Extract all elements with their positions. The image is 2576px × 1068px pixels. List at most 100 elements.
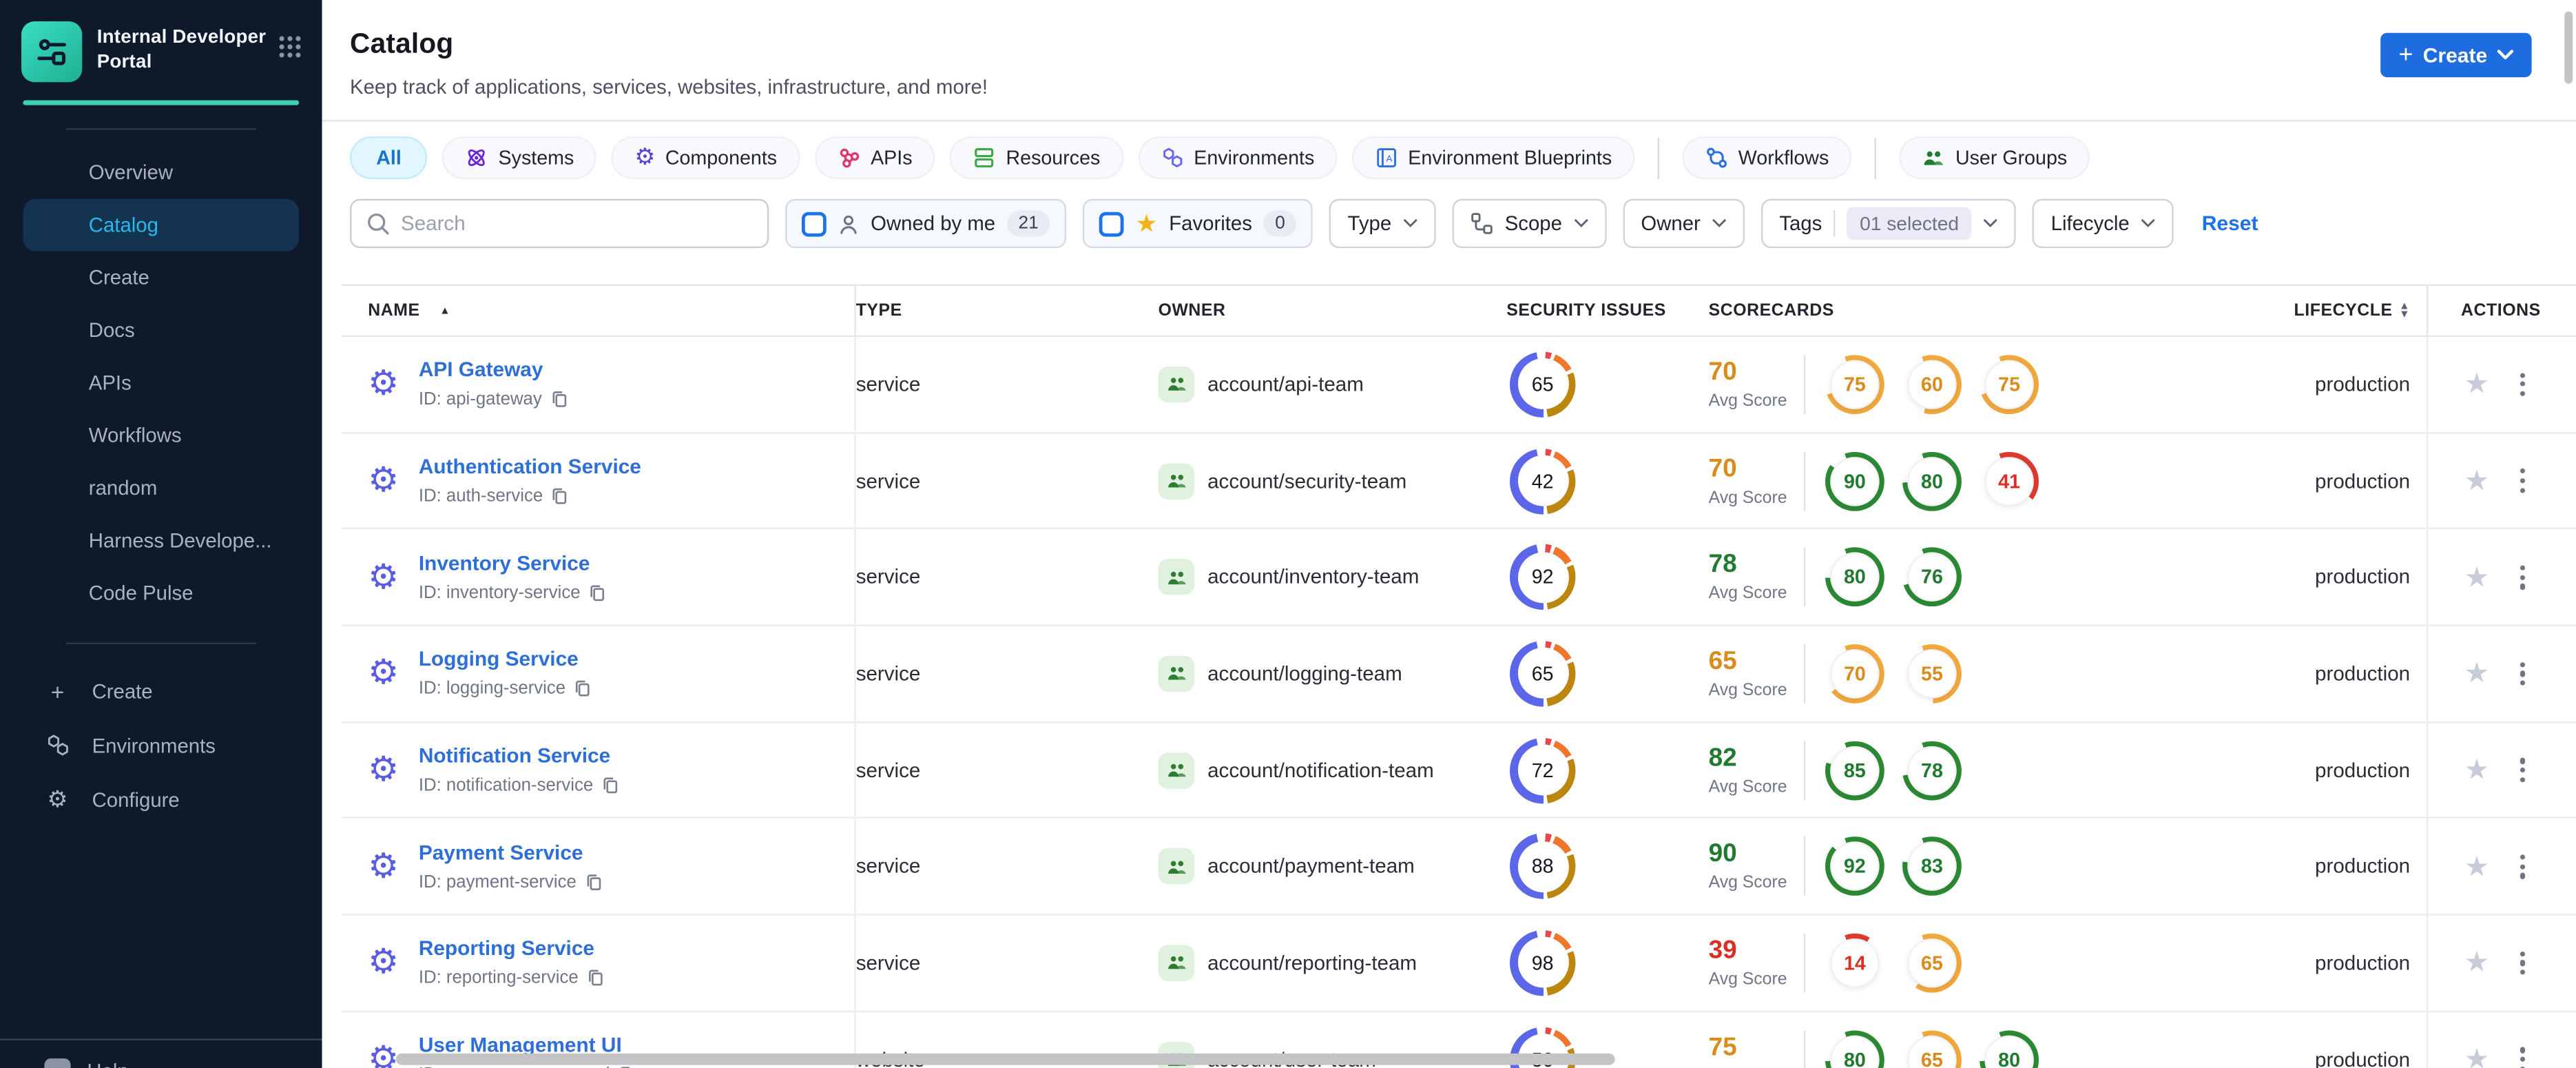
entity-name-link[interactable]: Inventory Service [418,551,590,575]
app-switcher-grid-icon[interactable] [278,34,302,68]
divider [1657,137,1660,178]
horizontal-scrollbar[interactable] [395,1053,1615,1065]
row-menu-icon[interactable] [2515,560,2531,594]
tab-apis[interactable]: APIs [814,136,935,179]
favorite-star-icon[interactable]: ★ [2464,947,2490,979]
scope-dropdown[interactable]: Scope [1452,198,1607,249]
scorecard-ring[interactable]: 80 [1980,1029,2039,1068]
copy-icon[interactable] [585,872,603,892]
owner-name[interactable]: account/security-team [1207,469,1407,493]
tags-dropdown[interactable]: Tags 01 selected [1761,198,2017,249]
copy-icon[interactable] [618,1065,636,1068]
owner-name[interactable]: account/notification-team [1207,758,1434,782]
app-logo-icon[interactable] [21,21,83,83]
scorecard-ring[interactable]: 76 [1902,547,1962,607]
sidebar-item-create[interactable]: + Create [23,664,299,719]
entity-name-link[interactable]: Authentication Service [418,455,641,479]
row-menu-icon[interactable] [2515,946,2531,980]
scorecard-ring[interactable]: 90 [1825,451,1884,511]
scorecard-ring[interactable]: 70 [1825,644,1884,704]
scorecard-ring[interactable]: 80 [1825,1029,1884,1068]
sidebar-item-docs[interactable]: Docs [88,318,135,342]
row-menu-icon[interactable] [2515,464,2531,497]
favorite-star-icon[interactable]: ★ [2464,1043,2490,1068]
search-input[interactable] [400,212,753,236]
vertical-scrollbar[interactable] [2564,11,2573,84]
sidebar-item-apis[interactable]: APIs [88,371,132,395]
favorite-star-icon[interactable]: ★ [2464,369,2490,400]
row-menu-icon[interactable] [2515,367,2531,401]
reset-filters-link[interactable]: Reset [2201,212,2258,236]
owner-name[interactable]: account/logging-team [1207,662,1402,686]
sidebar-item-code-pulse[interactable]: Code Pulse [88,582,194,605]
sidebar-item-configure[interactable]: ⚙ Configure [23,772,299,827]
copy-icon[interactable] [587,969,605,989]
owner-name[interactable]: account/api-team [1207,373,1364,396]
favorite-star-icon[interactable]: ★ [2464,658,2490,690]
favorite-star-icon[interactable]: ★ [2464,754,2490,786]
tab-environments[interactable]: Environments [1138,136,1338,179]
sidebar-item-catalog[interactable]: Catalog [23,198,300,251]
scorecard-ring[interactable]: 41 [1980,451,2039,511]
owner-name[interactable]: account/inventory-team [1207,566,1420,589]
copy-icon[interactable] [550,390,568,410]
sidebar-item-workflows[interactable]: Workflows [88,424,182,447]
scorecard-ring[interactable]: 14 [1825,933,1884,993]
copy-icon[interactable] [601,776,619,796]
entity-name-link[interactable]: Reporting Service [418,937,594,961]
create-button[interactable]: + Create [2380,32,2532,78]
column-header-lifecycle[interactable]: LIFECYCLE ▲ ▼ [2294,300,2411,320]
type-dropdown[interactable]: Type [1329,198,1436,249]
row-menu-icon[interactable] [2515,753,2531,787]
scorecard-ring[interactable]: 85 [1825,740,1884,800]
favorite-star-icon[interactable]: ★ [2464,465,2490,497]
row-menu-icon[interactable] [2515,657,2531,690]
entity-name-link[interactable]: API Gateway [418,358,543,382]
tab-environment-blueprints[interactable]: A Environment Blueprints [1352,136,1635,179]
sidebar-item-create[interactable]: Create [88,266,149,289]
sidebar-item-random[interactable]: random [88,476,158,500]
owner-name[interactable]: account/reporting-team [1207,951,1417,975]
owned-by-me-checkbox[interactable] [801,211,827,236]
scorecard-ring[interactable]: 65 [1902,1029,1962,1068]
copy-icon[interactable] [588,583,606,603]
copy-icon[interactable] [574,679,592,699]
tab-all[interactable]: All [350,136,428,179]
entity-name-link[interactable]: User Management UI [418,1034,622,1058]
copy-icon[interactable] [551,486,569,506]
entity-name-link[interactable]: Notification Service [418,744,611,768]
row-menu-icon[interactable] [2515,1043,2531,1068]
avg-score-label: Avg Score [1708,681,1787,700]
scorecard-ring[interactable]: 65 [1902,933,1962,993]
row-menu-icon[interactable] [2515,850,2531,883]
tab-workflows[interactable]: Workflows [1682,136,1852,179]
tab-systems[interactable]: Systems [442,136,597,179]
sidebar-item-overview[interactable]: Overview [88,161,174,185]
scorecard-ring[interactable]: 55 [1902,644,1962,704]
favorite-star-icon[interactable]: ★ [2464,851,2490,883]
scorecard-ring[interactable]: 78 [1902,740,1962,800]
favorite-star-icon[interactable]: ★ [2464,562,2490,593]
owner-name[interactable]: account/payment-team [1207,854,1415,879]
favorites-checkbox[interactable] [1099,211,1124,236]
column-header-name[interactable]: NAME ▲ [342,286,856,336]
favorites-filter[interactable]: ★ Favorites 0 [1083,198,1313,249]
entity-name-link[interactable]: Logging Service [418,648,579,672]
scorecard-ring[interactable]: 60 [1902,354,1962,414]
sidebar-item-help[interactable]: Help [0,1058,322,1068]
tab-resources[interactable]: Resources [950,136,1123,179]
tab-components[interactable]: ⚙ Components [612,136,800,179]
sidebar-item-harness-develope[interactable]: Harness Develope... [88,529,272,553]
owned-by-me-filter[interactable]: Owned by me 21 [785,198,1067,249]
scorecard-ring[interactable]: 83 [1902,836,1962,896]
scorecard-ring[interactable]: 80 [1902,451,1962,511]
scorecard-ring[interactable]: 75 [1980,354,2039,414]
owner-dropdown[interactable]: Owner [1623,198,1745,249]
tab-user-groups[interactable]: User Groups [1899,136,2090,179]
scorecard-ring[interactable]: 80 [1825,547,1884,607]
sidebar-item-environments[interactable]: Environments [23,718,299,772]
scorecard-ring[interactable]: 75 [1825,354,1884,414]
scorecard-ring[interactable]: 92 [1825,836,1884,896]
entity-name-link[interactable]: Payment Service [418,841,583,865]
lifecycle-dropdown[interactable]: Lifecycle [2033,198,2174,249]
